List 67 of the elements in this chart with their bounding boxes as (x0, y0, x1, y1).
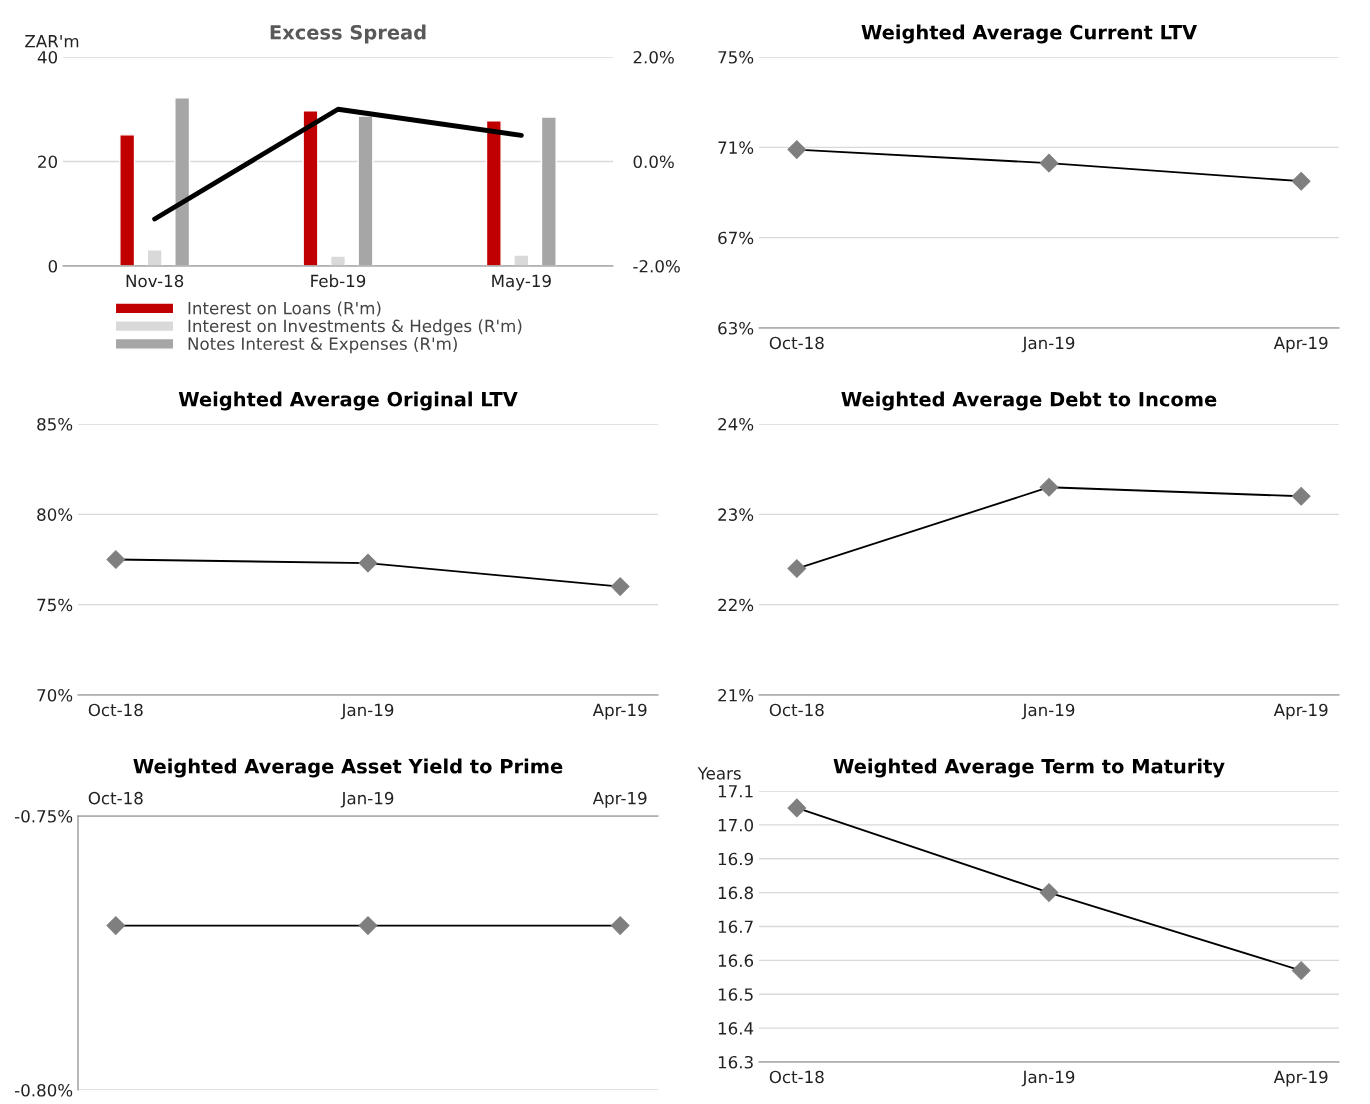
y-tick-label: 16.5 (718, 988, 753, 1001)
y-tick-label: 71% (718, 141, 754, 154)
x-tick-label: Apr-19 (1273, 336, 1328, 353)
y-tick-label: 75% (718, 50, 754, 64)
bar (485, 120, 502, 266)
legend-label: Interest on Investments & Hedges (R'm) (188, 319, 522, 336)
bar (146, 249, 163, 266)
y-tick-label: 24% (718, 417, 754, 431)
chart-title: Weighted Average Original LTV (178, 391, 518, 411)
x-tick-label: Apr-19 (1273, 703, 1328, 720)
y-axis-title: ZAR'm (25, 35, 79, 48)
y-tick-label: 0 (48, 259, 58, 273)
bar (329, 255, 347, 266)
y-tick-label: 85% (37, 417, 73, 431)
bar (357, 115, 374, 266)
y-tick-label: 17.1 (718, 785, 753, 798)
chart-title: Weighted Average Term to Maturity (833, 758, 1225, 778)
x-tick-label: Jan-19 (340, 791, 394, 808)
x-tick-label: Apr-19 (1273, 1070, 1328, 1087)
bar (119, 134, 136, 266)
y-tick-label: 75% (37, 598, 73, 612)
y-tick-label: 16.4 (718, 1022, 754, 1035)
y-tick-label: 16.3 (718, 1055, 753, 1069)
y2-tick-label: -2.0% (633, 259, 680, 273)
legend-label: Notes Interest & Expenses (R'm) (188, 337, 457, 354)
chart-title: Weighted Average Asset Yield to Prime (133, 758, 563, 778)
x-tick-label: Oct-18 (769, 1070, 824, 1084)
y-tick-label: 67% (718, 231, 754, 245)
chart-title: Weighted Average Debt to Income (841, 391, 1217, 411)
y-tick-label: 23% (718, 508, 754, 521)
y-tick-label: 22% (718, 598, 754, 612)
y-tick-label: 16.7 (718, 920, 753, 934)
y-tick-label: 40 (37, 50, 58, 64)
chart-title: Excess Spread (270, 24, 426, 44)
x-tick-label: Jan-19 (340, 703, 394, 720)
y-tick-label: 16.8 (718, 886, 753, 900)
y-tick-label: 20 (38, 155, 58, 169)
x-tick-label: May-19 (492, 274, 551, 291)
y-tick-label: -0.75% (15, 809, 73, 823)
bar (174, 97, 191, 266)
x-tick-label: Nov-18 (126, 274, 184, 288)
x-tick-label: Feb-19 (311, 274, 366, 288)
x-tick-label: Jan-19 (1021, 703, 1075, 720)
chart-title: Weighted Average Current LTV (861, 24, 1198, 44)
y2-tick-label: 2.0% (633, 50, 674, 64)
y2-tick-label: 0.0% (633, 155, 674, 169)
y-tick-label: 70% (37, 688, 73, 702)
x-tick-label: Oct-18 (769, 336, 824, 350)
y-tick-label: -0.80% (15, 1083, 73, 1097)
x-tick-label: Oct-18 (88, 703, 143, 717)
x-tick-label: Jan-19 (1021, 336, 1075, 353)
x-tick-label: Oct-18 (88, 791, 143, 805)
y-tick-label: 63% (718, 321, 754, 335)
y-axis-title: Years (697, 767, 741, 780)
bar (540, 116, 557, 266)
x-tick-label: Apr-19 (592, 791, 647, 808)
bar (302, 110, 319, 266)
x-tick-label: Apr-19 (592, 703, 647, 720)
bar (513, 254, 530, 266)
legend-label: Interest on Loans (R'm) (188, 301, 381, 317)
y-tick-label: 16.6 (718, 954, 754, 967)
y-tick-label: 21% (718, 688, 754, 702)
y-tick-label: 80% (37, 508, 73, 521)
x-tick-label: Jan-19 (1021, 1070, 1075, 1087)
x-tick-label: Oct-18 (769, 703, 824, 717)
y-tick-label: 16.9 (718, 852, 753, 866)
y-tick-label: 17.0 (718, 818, 754, 832)
